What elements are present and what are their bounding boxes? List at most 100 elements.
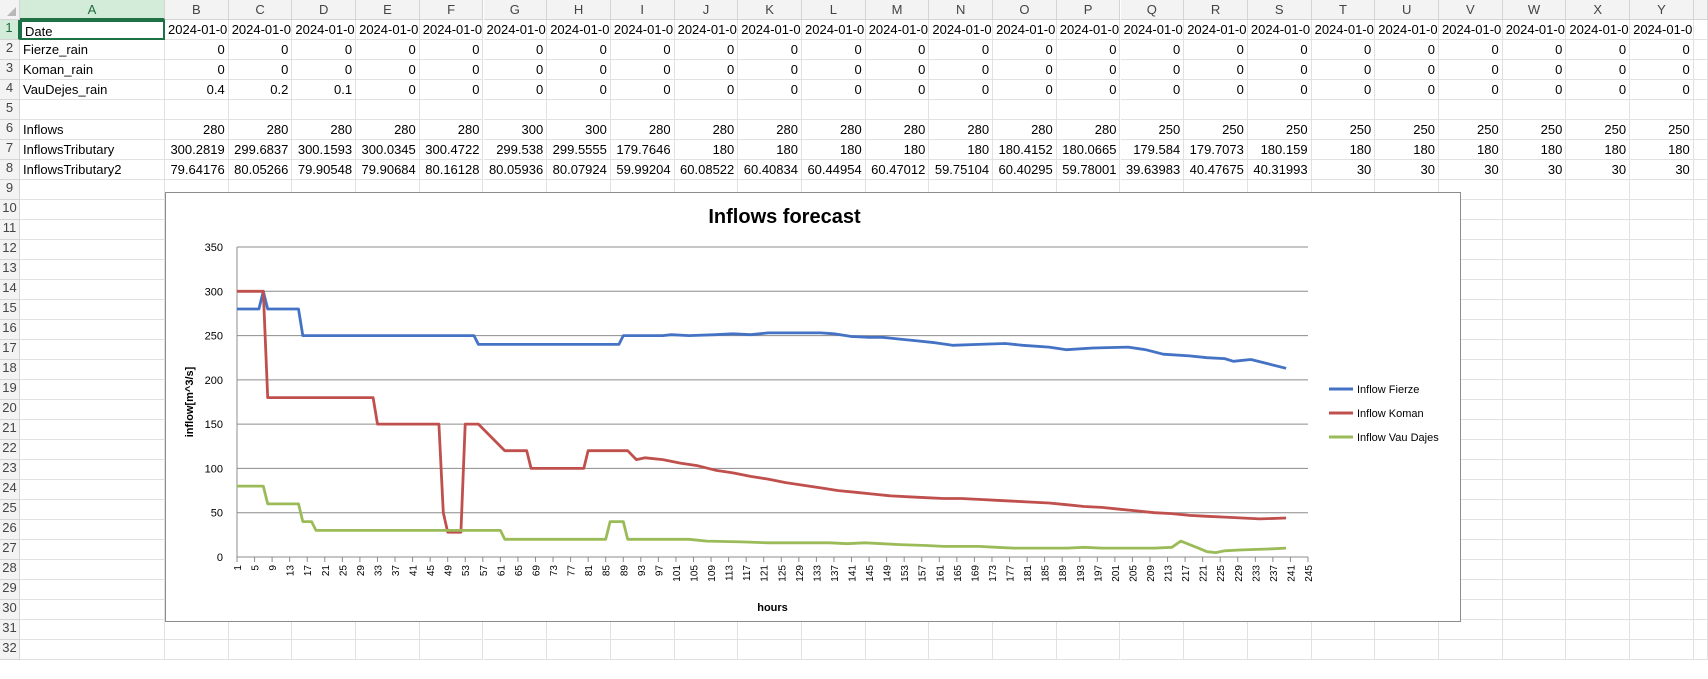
empty-cell[interactable] [1630,620,1694,640]
empty-cell[interactable] [1566,200,1631,220]
empty-cell[interactable] [1502,620,1567,640]
column-header-h[interactable]: H [547,0,611,20]
data-cell[interactable]: 0 [993,40,1057,60]
empty-cell[interactable] [1311,620,1376,640]
empty-cell[interactable] [1630,600,1694,620]
data-cell[interactable]: 0 [1502,60,1567,80]
empty-cell[interactable] [1502,360,1567,380]
data-cell[interactable]: 280 [738,120,802,140]
row-header-1[interactable]: 1 [0,20,20,40]
data-cell[interactable]: 0 [1375,80,1439,100]
data-cell[interactable] [1566,100,1631,120]
empty-cell[interactable] [20,500,165,520]
empty-cell[interactable] [802,640,866,660]
data-cell[interactable]: 2024-01-0 [1630,20,1694,40]
data-cell[interactable]: 2024-01-0 [228,20,293,40]
empty-cell[interactable] [1566,500,1631,520]
data-cell[interactable]: 250 [1247,120,1312,140]
empty-cell[interactable] [1630,420,1694,440]
empty-cell[interactable] [1693,560,1708,580]
data-cell[interactable]: 0 [610,80,675,100]
empty-cell[interactable] [1439,460,1503,480]
empty-cell[interactable] [20,280,165,300]
data-cell[interactable]: 2024-01-0 [610,20,675,40]
column-header-k[interactable]: K [738,0,802,20]
data-cell[interactable]: 0 [1630,40,1694,60]
data-cell[interactable]: 0 [165,40,229,60]
empty-cell[interactable] [1566,420,1631,440]
empty-cell[interactable] [1566,320,1631,340]
data-cell[interactable]: 0 [865,60,930,80]
empty-cell[interactable] [1566,440,1631,460]
empty-cell[interactable] [1693,360,1708,380]
data-cell[interactable]: 60.47012 [865,160,930,180]
empty-cell[interactable] [419,620,484,640]
data-cell[interactable]: 0 [547,40,611,60]
data-cell[interactable]: 2024-01-0 [165,20,229,40]
data-cell[interactable]: 180 [1566,140,1631,160]
empty-cell[interactable] [228,620,293,640]
data-cell[interactable]: 250 [1311,120,1376,140]
data-cell[interactable]: 0 [1566,80,1631,100]
empty-cell[interactable] [1693,460,1708,480]
empty-cell[interactable] [1502,220,1567,240]
empty-cell[interactable] [738,620,802,640]
data-cell[interactable]: 2024-01-0 [1439,20,1503,40]
row-header-8[interactable]: 8 [0,160,20,180]
data-cell[interactable]: 0 [228,40,293,60]
data-cell[interactable]: 80.05266 [228,160,293,180]
empty-cell[interactable] [1566,260,1631,280]
column-header-n[interactable]: N [929,0,994,20]
empty-cell[interactable] [1439,200,1503,220]
data-cell[interactable]: 280 [993,120,1057,140]
data-cell[interactable]: 0 [738,80,802,100]
empty-cell[interactable] [1630,260,1694,280]
row-header-31[interactable]: 31 [0,620,20,640]
data-cell[interactable]: 300.2819 [165,140,229,160]
data-cell[interactable] [1502,100,1567,120]
data-cell[interactable]: 0 [1375,60,1439,80]
empty-cell[interactable] [1502,540,1567,560]
empty-cell[interactable] [1693,180,1708,200]
empty-cell[interactable] [20,560,165,580]
data-cell[interactable]: 0 [483,40,548,60]
data-cell[interactable]: 60.08522 [674,160,739,180]
data-cell[interactable]: 180 [802,140,866,160]
row-label-cell[interactable]: Koman_rain [20,60,165,80]
empty-cell[interactable] [929,620,994,640]
data-cell[interactable]: 250 [1502,120,1567,140]
empty-cell[interactable] [1439,540,1503,560]
empty-cell[interactable] [1630,360,1694,380]
column-header-f[interactable]: F [419,0,484,20]
data-cell[interactable]: 30 [1311,160,1376,180]
data-cell[interactable] [610,100,675,120]
empty-cell[interactable] [20,200,165,220]
data-cell[interactable]: 2024-01-0 [802,20,866,40]
empty-cell[interactable] [1439,640,1503,660]
data-cell[interactable]: 0 [1247,40,1312,60]
data-cell[interactable]: 60.44954 [802,160,866,180]
data-cell[interactable]: 40.31993 [1247,160,1312,180]
data-cell[interactable]: 0 [1184,40,1248,60]
empty-cell[interactable] [1630,480,1694,500]
data-cell[interactable]: 30 [1375,160,1439,180]
data-cell[interactable]: 80.07924 [547,160,611,180]
data-cell[interactable]: 0 [1375,40,1439,60]
empty-cell[interactable] [20,440,165,460]
data-cell[interactable]: 0 [1120,80,1185,100]
empty-cell[interactable] [1502,340,1567,360]
empty-cell[interactable] [1502,640,1567,660]
empty-cell[interactable] [1693,420,1708,440]
data-cell[interactable] [993,100,1057,120]
column-header-d[interactable]: D [292,0,357,20]
data-cell[interactable]: 0 [1056,60,1121,80]
data-cell[interactable]: 180 [1439,140,1503,160]
empty-cell[interactable] [1566,520,1631,540]
empty-cell[interactable] [1056,620,1121,640]
data-cell[interactable]: 59.99204 [610,160,675,180]
empty-cell[interactable] [1120,640,1185,660]
empty-cell[interactable] [20,220,165,240]
data-cell[interactable]: 180.159 [1247,140,1312,160]
row-header-5[interactable]: 5 [0,100,20,120]
data-cell[interactable]: 2024-01-0 [1184,20,1248,40]
